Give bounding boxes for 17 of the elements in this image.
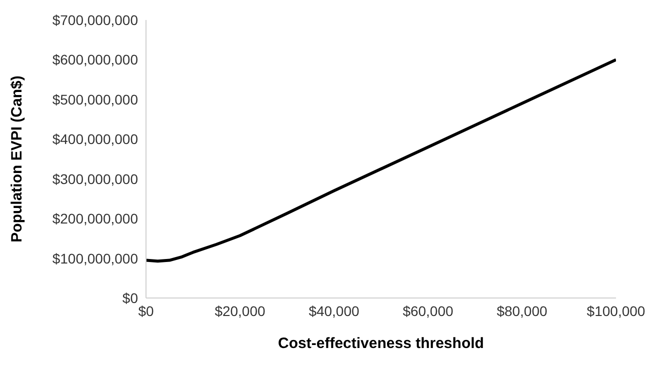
- y-tick-label: $300,000,000: [52, 170, 138, 187]
- x-tick-label: $40,000: [308, 302, 360, 319]
- y-tick-label: $600,000,000: [52, 52, 138, 68]
- y-tick-label: $700,000,000: [52, 12, 138, 28]
- y-tick-label: $400,000,000: [52, 131, 138, 148]
- x-tick-label: $60,000: [402, 302, 454, 319]
- x-tick-label: $0: [138, 302, 154, 319]
- x-axis-title: Cost-effectiveness threshold: [278, 335, 484, 352]
- y-tick-label: $0: [122, 290, 138, 306]
- y-axis-title: Population EVPI (Can$): [8, 76, 26, 242]
- x-tick-label: $100,000: [586, 302, 646, 319]
- y-tick-label: $500,000,000: [52, 91, 138, 108]
- y-tick-label: $200,000,000: [52, 210, 138, 227]
- y-tick-label: $100,000,000: [52, 250, 138, 266]
- line-series: [146, 58, 616, 263]
- x-tick-label: $20,000: [214, 302, 266, 319]
- x-tick-label: $80,000: [496, 302, 548, 319]
